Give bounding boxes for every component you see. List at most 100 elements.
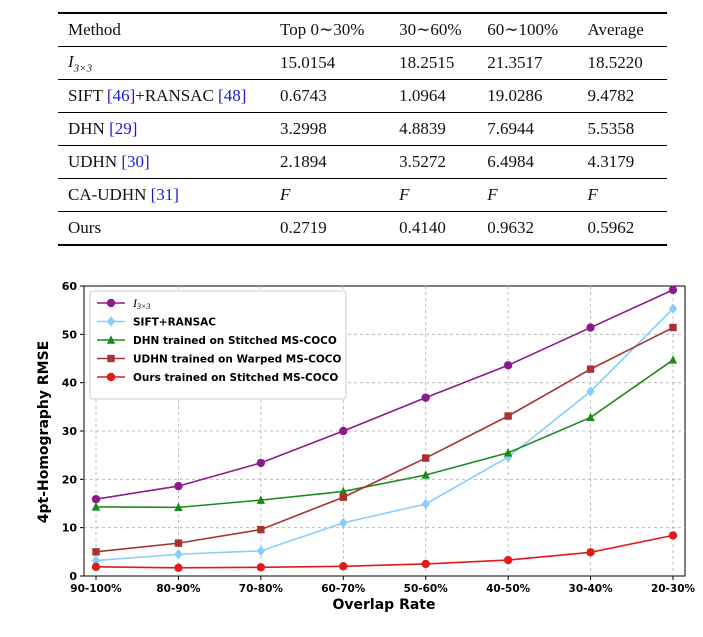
data-point [422,454,430,462]
table-header-row: Method Top 0∼30% 30∼60% 60∼100% Average [58,13,667,47]
data-point [339,493,347,501]
data-point [256,563,266,572]
method-name: CA-UDHN [68,185,151,204]
data-point [504,412,512,420]
value-cell: F [487,185,498,204]
data-point [339,517,348,529]
value-cell: F [280,185,291,204]
value-cell: 15.0154 [280,53,336,72]
table-row: CA-UDHN [31] F F F F [58,179,667,212]
x-axis-ticks: 90-100% 80-90% 70-80% 60-70% 50-60% 40-50% 30-… [70,576,696,595]
y-axis-label: 4pt-Homography RMSE [36,341,52,524]
citation-link[interactable]: [29] [109,119,138,138]
results-table: Method Top 0∼30% 30∼60% 60∼100% Average … [58,12,667,246]
y-tick-label: 10 [62,522,78,535]
value-cell: 0.4140 [399,218,446,237]
data-point [339,426,348,436]
method-cell: UDHN [30] [58,146,280,179]
data-point [586,323,595,332]
y-tick-label: 60 [62,280,78,293]
data-point [256,545,266,557]
x-tick-label: 60-70% [321,583,366,595]
series-line [95,534,674,569]
value-cell: 4.3179 [587,152,635,171]
data-point [421,498,430,510]
value-cell: 4.8839 [399,119,446,138]
data-point [91,502,101,511]
data-point [257,525,265,534]
method-name: Ours [68,218,102,237]
legend-marker [106,372,116,382]
data-point [339,486,348,496]
series-line [95,359,674,509]
method-cell: CA-UDHN [31] [58,179,280,212]
data-point [503,451,513,463]
method-cell: DHN [29] [58,113,280,146]
y-axis-ticks: 0 10 20 30 40 50 60 [62,280,84,583]
table-row: UDHN [30] 2.1894 3.5272 6.4984 4.3179 [58,146,667,179]
data-point [91,494,101,504]
data-point [92,548,100,556]
y-tick-label: 0 [69,570,77,583]
series-line [95,308,674,562]
value-cell: 3.5272 [399,152,446,171]
data-point [503,361,513,370]
value-cell: 21.3517 [487,53,543,72]
data-point [339,562,348,571]
citation-link[interactable]: [48] [218,86,247,105]
x-tick-label: 20-30% [651,583,696,595]
y-tick-label: 40 [62,377,78,390]
y-tick-label: 50 [62,328,78,341]
legend-marker [106,316,116,327]
data-point [503,555,513,565]
table-row: DHN [29] 3.2998 4.8839 7.6944 5.5358 [58,113,667,146]
data-point [174,549,183,560]
data-point [256,495,266,504]
data-point [669,323,677,332]
method-name: SIFT [68,86,107,105]
data-point [586,365,595,373]
series-line [95,326,674,553]
citation-link[interactable]: [46] [106,86,136,105]
x-tick-label: 40-50% [486,583,531,595]
value-cell: 6.4984 [487,152,535,171]
header-top-0-30: Top 0∼30% [280,20,365,39]
header-average: Average [587,20,644,39]
data-point [174,539,183,547]
data-point [668,285,678,295]
legend-label: UDHN trained on Warped MS-COCO [133,354,341,366]
series-group [91,285,678,572]
method-name: DHN [68,119,110,138]
value-cell: F [587,185,598,204]
data-point [586,548,595,557]
value-cell: 2.1894 [280,152,327,171]
data-point [668,355,678,364]
data-point [421,393,430,402]
data-point [256,458,266,468]
data-point [174,563,183,572]
legend-marker [107,354,115,363]
data-point [91,555,101,566]
x-tick-label: 70-80% [239,583,284,595]
data-point [174,502,183,512]
value-cell: F [399,185,410,204]
value-cell: 0.9632 [487,218,535,237]
header-method: Method [68,20,121,39]
value-cell: 18.2515 [399,53,455,72]
y-tick-label: 20 [62,473,78,486]
value-cell: 0.2719 [280,218,327,237]
series-line [95,289,674,500]
x-tick-label: 90-100% [70,583,122,595]
data-point [421,470,430,479]
x-tick-label: 30-40% [569,583,614,595]
legend-label: DHN trained on Stitched MS-COCO [133,335,337,347]
citation-link[interactable]: [30] [121,152,150,171]
value-cell: 0.5962 [587,218,635,237]
x-tick-label: 80-90% [156,583,201,595]
value-cell: 19.0286 [487,86,543,105]
citation-link[interactable]: [31] [150,185,179,204]
legend-label: SIFT+RANSAC [133,317,216,329]
legend-marker [106,335,116,344]
data-point [668,303,678,314]
rmse-line-chart: 0 10 20 30 40 50 60 90-100% 80-90% 70-80% 60-70% 5… [36,280,696,613]
